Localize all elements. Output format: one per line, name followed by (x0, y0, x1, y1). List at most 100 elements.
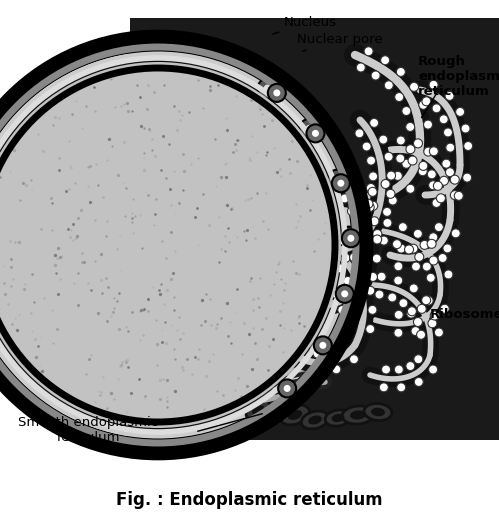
Circle shape (355, 236, 364, 245)
Circle shape (430, 311, 439, 320)
Circle shape (464, 141, 473, 151)
Circle shape (394, 310, 403, 319)
Circle shape (283, 385, 290, 392)
Circle shape (396, 154, 405, 163)
Circle shape (451, 191, 460, 199)
Ellipse shape (301, 411, 329, 429)
Circle shape (345, 233, 353, 241)
Circle shape (338, 290, 346, 299)
Circle shape (381, 179, 390, 189)
Circle shape (371, 71, 380, 80)
Circle shape (426, 273, 435, 282)
Circle shape (382, 365, 391, 374)
Circle shape (399, 299, 408, 308)
Ellipse shape (350, 411, 366, 419)
Circle shape (277, 388, 285, 395)
Circle shape (379, 236, 388, 245)
Circle shape (366, 183, 375, 192)
Circle shape (394, 276, 403, 285)
Text: Nuclear pore: Nuclear pore (297, 33, 383, 51)
Circle shape (333, 176, 341, 183)
Circle shape (336, 285, 354, 303)
Circle shape (443, 244, 452, 253)
Circle shape (424, 147, 433, 156)
Ellipse shape (342, 406, 374, 424)
Circle shape (411, 326, 420, 336)
Circle shape (438, 253, 447, 263)
Circle shape (317, 309, 326, 319)
Ellipse shape (325, 410, 351, 426)
Circle shape (437, 194, 446, 203)
Circle shape (305, 125, 313, 133)
Ellipse shape (288, 410, 302, 420)
Circle shape (373, 230, 382, 238)
Text: Nucleus: Nucleus (272, 15, 336, 34)
Circle shape (384, 81, 393, 90)
Circle shape (313, 349, 322, 358)
Circle shape (410, 82, 419, 91)
Circle shape (422, 296, 431, 305)
Ellipse shape (246, 400, 270, 419)
Circle shape (414, 377, 423, 387)
Polygon shape (130, 15, 499, 440)
Text: Ribosome: Ribosome (430, 308, 499, 321)
Polygon shape (0, 0, 499, 18)
Circle shape (408, 156, 417, 165)
Circle shape (338, 236, 347, 245)
Circle shape (454, 191, 463, 200)
Circle shape (315, 344, 323, 352)
Circle shape (442, 159, 451, 168)
Text: Smooth endoplasmic
reticulum: Smooth endoplasmic reticulum (18, 416, 158, 444)
Circle shape (335, 264, 344, 273)
Circle shape (355, 295, 364, 304)
Circle shape (365, 203, 374, 212)
Circle shape (427, 170, 436, 179)
Circle shape (429, 80, 438, 89)
Circle shape (337, 180, 344, 187)
Circle shape (440, 176, 449, 185)
Circle shape (383, 218, 392, 227)
Circle shape (444, 128, 453, 137)
Circle shape (268, 84, 286, 102)
Circle shape (429, 365, 438, 374)
Ellipse shape (308, 415, 322, 425)
Circle shape (318, 291, 327, 301)
Circle shape (343, 277, 352, 285)
Circle shape (461, 124, 470, 133)
Circle shape (406, 361, 415, 371)
Circle shape (432, 198, 441, 208)
Circle shape (358, 219, 367, 229)
Circle shape (439, 115, 448, 124)
Circle shape (420, 241, 429, 249)
Circle shape (369, 172, 378, 181)
Circle shape (366, 286, 375, 295)
Circle shape (415, 252, 424, 262)
Circle shape (342, 229, 360, 247)
Circle shape (444, 270, 453, 279)
Circle shape (359, 269, 368, 278)
Ellipse shape (331, 414, 344, 422)
Circle shape (339, 227, 359, 247)
Circle shape (379, 383, 388, 392)
Circle shape (0, 62, 341, 428)
Circle shape (424, 296, 433, 305)
Circle shape (383, 207, 392, 216)
Circle shape (419, 100, 428, 109)
Circle shape (347, 235, 354, 242)
Circle shape (398, 223, 407, 232)
Circle shape (373, 235, 382, 244)
Circle shape (388, 293, 397, 302)
Circle shape (338, 341, 347, 350)
Circle shape (349, 230, 358, 239)
Circle shape (379, 135, 388, 144)
Circle shape (362, 142, 371, 151)
Circle shape (394, 365, 403, 374)
Circle shape (332, 174, 350, 192)
Circle shape (397, 244, 406, 253)
Circle shape (407, 309, 416, 318)
Circle shape (377, 272, 386, 281)
Text: Rough
endoplasm
reticulum: Rough endoplasm reticulum (418, 55, 499, 98)
Circle shape (341, 253, 350, 263)
Circle shape (418, 167, 427, 176)
Circle shape (368, 187, 377, 196)
